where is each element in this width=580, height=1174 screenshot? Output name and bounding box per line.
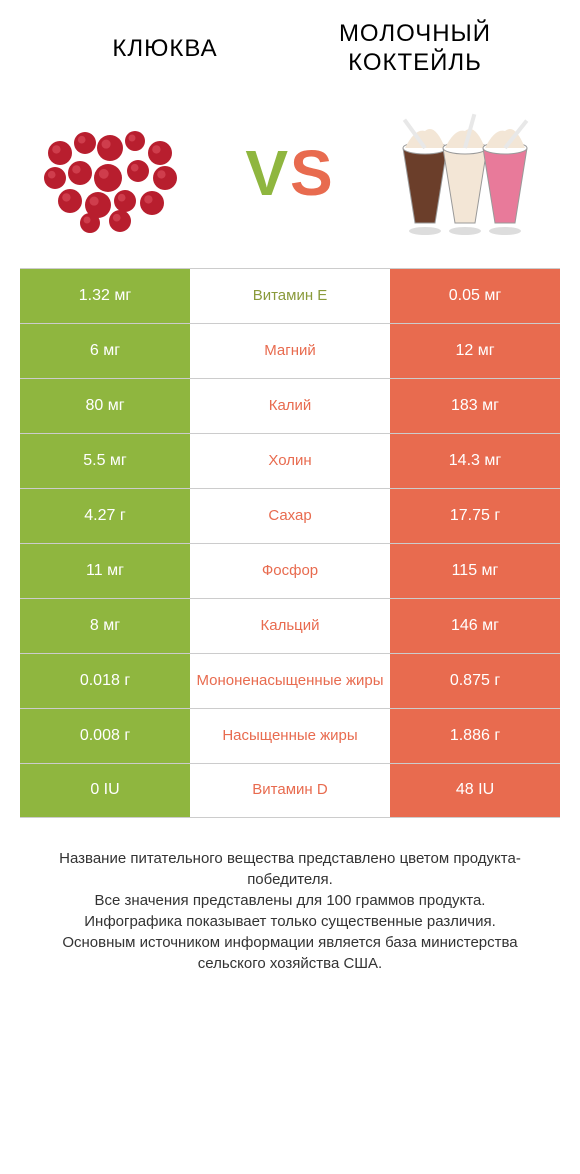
- footer-line: Инфографика показывает только существенн…: [30, 911, 550, 932]
- nutrient-label: Калий: [190, 379, 390, 433]
- value-right: 0.875 г: [390, 654, 560, 708]
- value-right: 183 мг: [390, 379, 560, 433]
- vs-v: V: [245, 137, 290, 209]
- vs-s: S: [290, 137, 335, 209]
- nutrient-label: Насыщенные жиры: [190, 709, 390, 763]
- value-right: 48 IU: [390, 764, 560, 817]
- value-left: 1.32 мг: [20, 269, 190, 323]
- value-right: 17.75 г: [390, 489, 560, 543]
- table-row: 0 IUВитамин D48 IU: [20, 763, 560, 818]
- table-row: 6 мгМагний12 мг: [20, 323, 560, 378]
- footer-line: Название питательного вещества представл…: [30, 848, 550, 890]
- value-right: 0.05 мг: [390, 269, 560, 323]
- title-right: МОЛОЧНЫЙКОКТЕЙЛЬ: [290, 20, 540, 78]
- vs-label: VS: [245, 136, 334, 210]
- nutrient-label: Магний: [190, 324, 390, 378]
- value-left: 0.008 г: [20, 709, 190, 763]
- cranberry-image: [30, 108, 200, 238]
- value-left: 6 мг: [20, 324, 190, 378]
- table-row: 11 мгФосфор115 мг: [20, 543, 560, 598]
- footer-line: Все значения представлены для 100 граммо…: [30, 890, 550, 911]
- table-row: 5.5 мгХолин14.3 мг: [20, 433, 560, 488]
- footer-line: Основным источником информации является …: [30, 932, 550, 974]
- value-left: 80 мг: [20, 379, 190, 433]
- table-row: 1.32 мгВитамин E0.05 мг: [20, 268, 560, 323]
- value-left: 0 IU: [20, 764, 190, 817]
- nutrient-label: Витамин E: [190, 269, 390, 323]
- nutrient-label: Сахар: [190, 489, 390, 543]
- nutrient-label: Фосфор: [190, 544, 390, 598]
- value-left: 8 мг: [20, 599, 190, 653]
- visual-row: VS: [0, 88, 580, 268]
- header: КЛЮКВА МОЛОЧНЫЙКОКТЕЙЛЬ: [0, 0, 580, 88]
- milkshake-image: [380, 108, 550, 238]
- value-left: 4.27 г: [20, 489, 190, 543]
- value-left: 11 мг: [20, 544, 190, 598]
- table-row: 4.27 гСахар17.75 г: [20, 488, 560, 543]
- table-row: 0.018 гМононенасыщенные жиры0.875 г: [20, 653, 560, 708]
- value-left: 5.5 мг: [20, 434, 190, 488]
- table-row: 0.008 гНасыщенные жиры1.886 г: [20, 708, 560, 763]
- value-right: 1.886 г: [390, 709, 560, 763]
- nutrient-label: Мононенасыщенные жиры: [190, 654, 390, 708]
- nutrient-label: Холин: [190, 434, 390, 488]
- value-left: 0.018 г: [20, 654, 190, 708]
- value-right: 12 мг: [390, 324, 560, 378]
- comparison-table: 1.32 мгВитамин E0.05 мг6 мгМагний12 мг80…: [0, 268, 580, 818]
- title-left: КЛЮКВА: [40, 35, 290, 63]
- footer-notes: Название питательного вещества представл…: [0, 818, 580, 974]
- value-right: 115 мг: [390, 544, 560, 598]
- nutrient-label: Кальций: [190, 599, 390, 653]
- table-row: 80 мгКалий183 мг: [20, 378, 560, 433]
- table-row: 8 мгКальций146 мг: [20, 598, 560, 653]
- value-right: 146 мг: [390, 599, 560, 653]
- nutrient-label: Витамин D: [190, 764, 390, 817]
- value-right: 14.3 мг: [390, 434, 560, 488]
